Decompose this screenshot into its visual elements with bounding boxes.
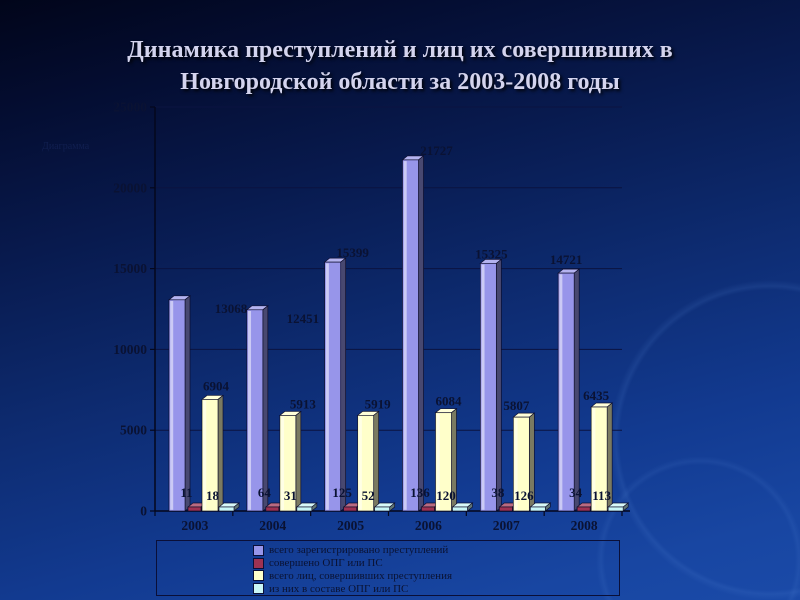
legend-swatch xyxy=(253,544,264,556)
bar xyxy=(498,506,513,512)
x-axis-label: 2007 xyxy=(493,518,520,533)
bar-value-label: 52 xyxy=(362,488,375,503)
bar xyxy=(452,506,468,512)
bar-highlight xyxy=(358,416,362,510)
bar-highlight xyxy=(514,418,518,510)
bar xyxy=(374,506,391,512)
legend-label: совершено ОПГ или ПС xyxy=(269,557,383,570)
bar-highlight xyxy=(281,416,285,510)
slide-title: Динамика преступлений и лиц их совершивш… xyxy=(127,37,673,96)
bar-highlight xyxy=(559,274,563,510)
chart-legend: всего зарегистрировано преступлений совер… xyxy=(156,540,620,596)
bar-value-label: 6904 xyxy=(203,378,230,393)
x-axis-label: 2006 xyxy=(415,518,442,533)
bar-value-label: 13068 xyxy=(215,301,248,316)
bar xyxy=(607,506,624,512)
legend-label: из них в составе ОПГ или ПС xyxy=(269,582,409,595)
bar-value-label: 120 xyxy=(436,488,456,503)
bar xyxy=(576,506,591,512)
bar-value-label: 12451 xyxy=(287,311,320,326)
bar-side-face xyxy=(184,295,191,512)
bar-value-label: 136 xyxy=(410,485,430,500)
bar-highlight xyxy=(170,301,174,510)
bar-value-label: 5807 xyxy=(503,398,530,413)
bar-side-face xyxy=(573,268,580,512)
bar-value-label: 125 xyxy=(332,485,352,500)
x-axis-label: 2008 xyxy=(571,518,598,533)
bar-value-label: 126 xyxy=(514,488,534,503)
bar-value-label: 5913 xyxy=(290,396,317,411)
bar-value-label: 6435 xyxy=(583,388,610,403)
diagram-watermark-label: Диаграмма xyxy=(42,141,90,152)
legend-label: всего лиц, совершивших преступления xyxy=(269,569,453,582)
bar-value-label: 113 xyxy=(592,488,611,503)
bar-highlight xyxy=(325,263,329,510)
bar-value-label: 15325 xyxy=(475,246,508,261)
bar xyxy=(343,506,358,512)
bar-highlight xyxy=(481,264,485,510)
bar xyxy=(296,506,313,512)
bar-value-label: 18 xyxy=(206,488,220,503)
y-axis-label: 5000 xyxy=(120,423,147,438)
bar-side-face xyxy=(495,258,502,512)
bar xyxy=(218,506,235,512)
legend-item: совершено ОПГ или ПС xyxy=(253,557,619,570)
bar xyxy=(529,506,546,512)
x-axis-label: 2004 xyxy=(259,518,286,533)
bar-side-face xyxy=(418,155,424,512)
bar-value-label: 34 xyxy=(569,485,583,500)
bar xyxy=(187,506,202,512)
bar-highlight xyxy=(248,310,252,510)
bar-value-label: 15399 xyxy=(336,245,369,260)
bar-side-face xyxy=(340,257,347,512)
bar-side-face xyxy=(262,305,269,512)
legend-swatch xyxy=(253,583,264,595)
bar-value-label: 14721 xyxy=(550,252,583,267)
bar-value-label: 64 xyxy=(258,485,272,500)
legend-item: из них в составе ОПГ или ПС xyxy=(253,582,619,595)
y-axis-label: 15000 xyxy=(113,261,147,276)
bar-value-label: 21727 xyxy=(420,143,453,158)
y-axis-label: 20000 xyxy=(113,180,147,195)
x-axis-label: 2005 xyxy=(337,518,364,533)
bar-highlight xyxy=(592,408,596,510)
x-axis-label: 2003 xyxy=(181,518,208,533)
bar-value-label: 6084 xyxy=(436,394,463,409)
bar-highlight xyxy=(436,413,440,510)
legend-swatch xyxy=(253,570,264,582)
bar-value-label: 31 xyxy=(284,488,297,503)
legend-item: всего лиц, совершивших преступления xyxy=(253,570,619,583)
bar-highlight xyxy=(203,400,207,510)
y-axis-label: 10000 xyxy=(113,342,147,357)
legend-swatch xyxy=(253,557,264,569)
bar-value-label: 11 xyxy=(180,485,192,500)
y-axis-label: 0 xyxy=(140,504,147,519)
y-axis-label: 25000 xyxy=(113,100,147,115)
legend-label: всего зарегистрировано преступлений xyxy=(269,544,449,557)
bar xyxy=(421,506,435,512)
bar-value-label: 5919 xyxy=(365,396,392,411)
bar xyxy=(265,506,280,512)
bar-highlight xyxy=(403,161,407,510)
legend-item: всего зарегистрировано преступлений xyxy=(253,544,619,557)
bar-value-label: 38 xyxy=(491,485,505,500)
